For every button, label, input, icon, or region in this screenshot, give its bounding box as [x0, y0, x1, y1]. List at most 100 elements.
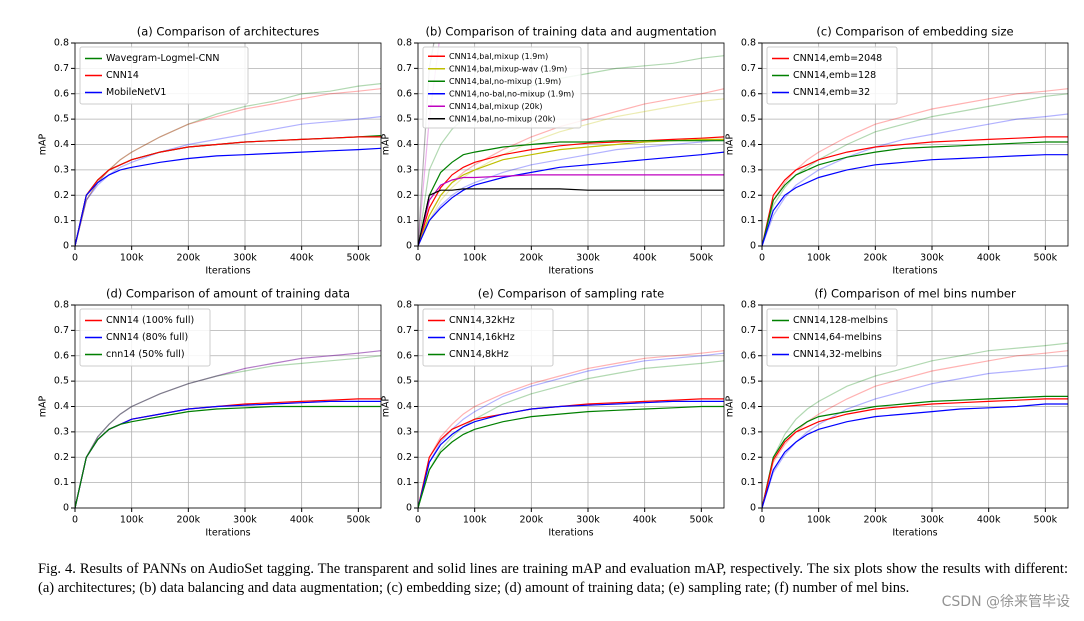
x-tick-label: 200k: [520, 253, 544, 264]
x-tick-label: 200k: [864, 515, 888, 526]
legend-label: CNN14,64-melbins: [793, 332, 882, 343]
y-tick-label: 0.8: [54, 300, 69, 311]
y-tick-label: 0: [63, 503, 69, 514]
legend-label: cnn14 (50% full): [106, 349, 185, 360]
legend-label: CNN14,128-melbins: [793, 315, 888, 326]
y-tick-label: 0.3: [54, 426, 69, 437]
train-line: [762, 113, 1068, 246]
y-tick-label: 0.5: [397, 376, 412, 387]
y-tick-label: 0.3: [397, 164, 412, 175]
x-tick-label: 100k: [120, 253, 144, 264]
legend-box: [79, 308, 211, 367]
y-tick-label: 0.7: [741, 325, 756, 336]
eval-line: [762, 403, 1068, 508]
eval-line: [762, 398, 1068, 508]
y-tick-label: 0.1: [54, 215, 69, 226]
x-tick-label: 500k: [690, 253, 714, 264]
y-tick-label: 0: [63, 241, 69, 252]
y-axis-label: mAP: [38, 133, 49, 155]
y-tick-label: 0.5: [54, 114, 69, 125]
y-tick-label: 0.2: [54, 452, 69, 463]
train-line: [418, 138, 724, 246]
x-axis-label: Iterations: [205, 528, 250, 539]
x-axis-label: Iterations: [548, 528, 593, 539]
eval-line: [762, 395, 1068, 508]
train-line: [762, 88, 1068, 246]
x-tick-label: 0: [72, 253, 78, 264]
y-tick-label: 0.6: [741, 350, 756, 361]
y-tick-label: 0.2: [741, 452, 756, 463]
train-line: [762, 93, 1068, 246]
legend-label: CNN14,bal,mixup-wav (1.9m): [449, 64, 567, 73]
legend-label: MobileNetV1: [106, 87, 166, 98]
legend-label: CNN14,emb=32: [793, 87, 870, 98]
chart-title: (a) Comparison of architectures: [137, 25, 320, 39]
x-axis-label: Iterations: [548, 266, 593, 277]
y-tick-label: 0: [406, 241, 412, 252]
y-tick-label: 0.8: [397, 38, 412, 49]
y-tick-label: 0.6: [54, 350, 69, 361]
legend-label: CNN14,8kHz: [449, 349, 509, 360]
x-tick-label: 300k: [576, 515, 600, 526]
eval-line: [762, 154, 1068, 246]
y-tick-label: 0.7: [397, 325, 412, 336]
chart-title: (f) Comparison of mel bins number: [814, 287, 1016, 301]
train-line: [762, 342, 1068, 508]
train-line: [75, 350, 381, 508]
train-line: [762, 365, 1068, 508]
plot-frame: [417, 42, 725, 247]
plot-frame: [417, 304, 725, 509]
train-line: [762, 350, 1068, 508]
x-tick-label: 0: [415, 253, 421, 264]
chart-title: (d) Comparison of amount of training dat…: [106, 287, 350, 301]
y-tick-label: 0.6: [397, 88, 412, 99]
legend-box: [766, 308, 898, 367]
eval-line: [418, 151, 724, 246]
chart-title: (c) Comparison of embedding size: [816, 25, 1013, 39]
y-tick-label: 0.7: [741, 63, 756, 74]
y-tick-label: 0.1: [397, 477, 412, 488]
y-tick-label: 0.6: [741, 88, 756, 99]
y-tick-label: 0.8: [741, 38, 756, 49]
x-tick-label: 400k: [290, 515, 314, 526]
y-tick-label: 0.5: [741, 376, 756, 387]
train-line: [75, 83, 381, 246]
y-tick-label: 0.5: [397, 114, 412, 125]
legend-box: [79, 46, 249, 105]
x-tick-label: 300k: [233, 253, 257, 264]
x-tick-label: 0: [72, 515, 78, 526]
train-line: [418, 360, 724, 508]
eval-line: [75, 147, 381, 246]
watermark: CSDN @徐来管毕设: [941, 594, 1070, 610]
x-tick-label: 400k: [290, 253, 314, 264]
x-tick-label: 400k: [633, 515, 657, 526]
y-tick-label: 0.1: [741, 477, 756, 488]
train-line: [75, 355, 381, 508]
eval-line: [418, 138, 724, 246]
plot-frame: [761, 42, 1069, 247]
y-axis-label: mAP: [381, 395, 392, 417]
x-tick-label: 300k: [576, 253, 600, 264]
x-tick-label: 100k: [463, 515, 487, 526]
x-tick-label: 0: [759, 253, 765, 264]
legend-label: CNN14,bal,no-mixup (20k): [449, 114, 556, 123]
x-tick-label: 400k: [633, 253, 657, 264]
legend-label: CNN14,emb=128: [793, 70, 876, 81]
eval-line: [762, 141, 1068, 246]
y-tick-label: 0.4: [54, 401, 69, 412]
train-line: [418, 98, 724, 246]
eval-line: [418, 405, 724, 508]
y-axis-label: mAP: [725, 395, 736, 417]
x-tick-label: 0: [415, 515, 421, 526]
y-tick-label: 0.6: [397, 350, 412, 361]
y-tick-label: 0.8: [741, 300, 756, 311]
y-tick-label: 0.7: [397, 63, 412, 74]
legend-box: [766, 46, 898, 105]
eval-line: [418, 400, 724, 508]
chart-title: (b) Comparison of training data and augm…: [425, 25, 716, 39]
eval-line: [75, 400, 381, 508]
legend-label: CNN14 (80% full): [106, 332, 188, 343]
x-axis-label: Iterations: [892, 266, 937, 277]
y-tick-label: 0.7: [54, 63, 69, 74]
